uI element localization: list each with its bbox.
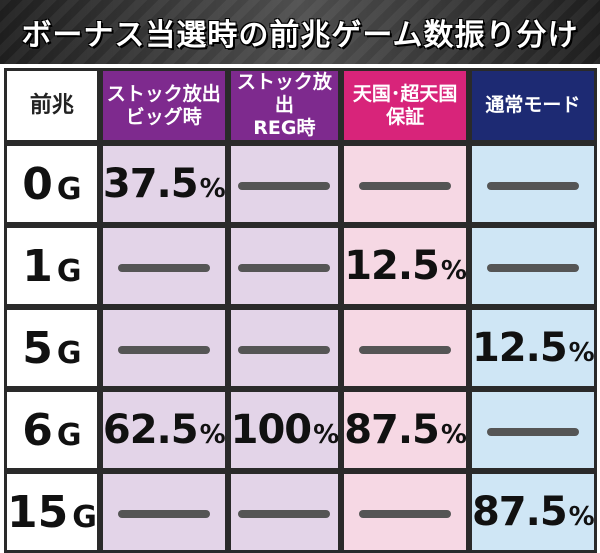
row-label-number: 5 (22, 322, 53, 374)
percentage-number: 37.5 (102, 161, 199, 207)
cell-stock-reg (227, 307, 342, 389)
header-stock-reg-line2: REG時 (253, 117, 316, 139)
percentage-value: 37.5% (102, 161, 226, 207)
cell-stock-reg (227, 225, 342, 307)
percentage-value: 12.5% (471, 325, 595, 371)
table-row: 6 G 62.5% 100% 87.5% (4, 389, 597, 471)
dash-icon (359, 181, 452, 190)
cell-stock-reg: 100% (227, 389, 342, 471)
dash-icon (238, 509, 331, 518)
percentage-number: 87.5 (344, 407, 440, 453)
percentage-value: 62.5% (102, 407, 226, 453)
title-bar: ボーナス当選時の前兆ゲーム数振り分け (0, 0, 600, 64)
cell-heaven: 87.5% (341, 389, 469, 471)
percentage-value: 87.5% (344, 407, 467, 453)
header-corner: 前兆 (4, 68, 100, 143)
dash-icon (486, 427, 579, 436)
header-stock-reg-line1: ストック放出 (236, 71, 332, 116)
percentage-value: 100% (230, 407, 340, 453)
table-row: 1 G 12.5% (4, 225, 597, 307)
percent-sign: % (568, 338, 595, 368)
row-label: 15 G (4, 471, 100, 553)
cell-stock-reg (227, 471, 342, 553)
dash-icon (238, 263, 331, 272)
page-title: ボーナス当選時の前兆ゲーム数振り分け (21, 18, 579, 53)
distribution-table: 前兆 ストック放出 ビッグ時 ストック放出 REG時 天国･超天国 保証 通常モ… (4, 68, 597, 553)
row-label-unit: G (56, 171, 82, 207)
header-normal: 通常モード (468, 68, 597, 143)
row-label-number: 1 (22, 240, 53, 292)
cell-normal (468, 143, 597, 225)
cell-stock-big: 37.5% (99, 143, 228, 225)
header-heaven-line2: 保証 (386, 105, 425, 128)
cell-normal (468, 225, 597, 307)
cell-normal: 87.5% (468, 471, 597, 553)
dash-icon (117, 345, 210, 354)
percentage-number: 87.5 (471, 489, 568, 535)
cell-stock-big (99, 225, 228, 307)
percent-sign: % (440, 420, 467, 450)
percentage-number: 100 (230, 407, 312, 453)
percentage-value: 87.5% (471, 489, 595, 535)
row-label-number: 6 (22, 404, 53, 456)
table-body: 0 G 37.5% 1 G 12.5% 5 G 12.5% 6 G 62.5% 100% 87.5% 15 G… (4, 143, 597, 553)
dash-icon (359, 345, 452, 354)
header-normal-line1: 通常モード (485, 94, 581, 116)
dash-icon (486, 181, 579, 190)
header-heaven-line1: 天国･超天国 (352, 82, 458, 105)
cell-heaven (341, 307, 469, 389)
table-row: 5 G 12.5% (4, 307, 597, 389)
row-label-unit: G (56, 253, 82, 289)
cell-heaven: 12.5% (341, 225, 469, 307)
cell-normal: 12.5% (468, 307, 597, 389)
cell-stock-reg (227, 143, 342, 225)
dash-icon (117, 263, 210, 272)
cell-stock-big: 62.5% (99, 389, 228, 471)
cell-heaven (341, 143, 469, 225)
dash-icon (238, 181, 331, 190)
percentage-number: 12.5 (471, 325, 568, 371)
cell-stock-big (99, 471, 228, 553)
header-stock-reg: ストック放出 REG時 (227, 68, 342, 143)
percent-sign: % (440, 256, 467, 286)
dash-icon (238, 345, 331, 354)
dash-icon (117, 509, 210, 518)
header-stock-big-line1: ストック放出 (106, 82, 221, 105)
percent-sign: % (568, 502, 595, 532)
row-label-number: 15 (7, 486, 69, 538)
dash-icon (359, 509, 452, 518)
table-row: 15 G 87.5% (4, 471, 597, 553)
cell-heaven (341, 471, 469, 553)
percent-sign: % (199, 174, 226, 204)
row-label-unit: G (56, 335, 82, 371)
row-label-number: 0 (22, 158, 53, 210)
cell-stock-big (99, 307, 228, 389)
row-label-unit: G (72, 499, 97, 535)
header-row: 前兆 ストック放出 ビッグ時 ストック放出 REG時 天国･超天国 保証 通常モ… (4, 68, 597, 143)
header-stock-big-line2: ビッグ時 (125, 105, 202, 128)
percent-sign: % (313, 420, 339, 450)
percentage-value: 12.5% (344, 243, 467, 289)
percentage-number: 62.5 (102, 407, 199, 453)
table-row: 0 G 37.5% (4, 143, 597, 225)
cell-normal (468, 389, 597, 471)
dash-icon (486, 263, 579, 272)
header-heaven: 天国･超天国 保証 (341, 68, 469, 143)
percentage-number: 12.5 (344, 243, 440, 289)
percent-sign: % (199, 420, 226, 450)
header-stock-big: ストック放出 ビッグ時 (99, 68, 228, 143)
row-label-unit: G (56, 417, 82, 453)
